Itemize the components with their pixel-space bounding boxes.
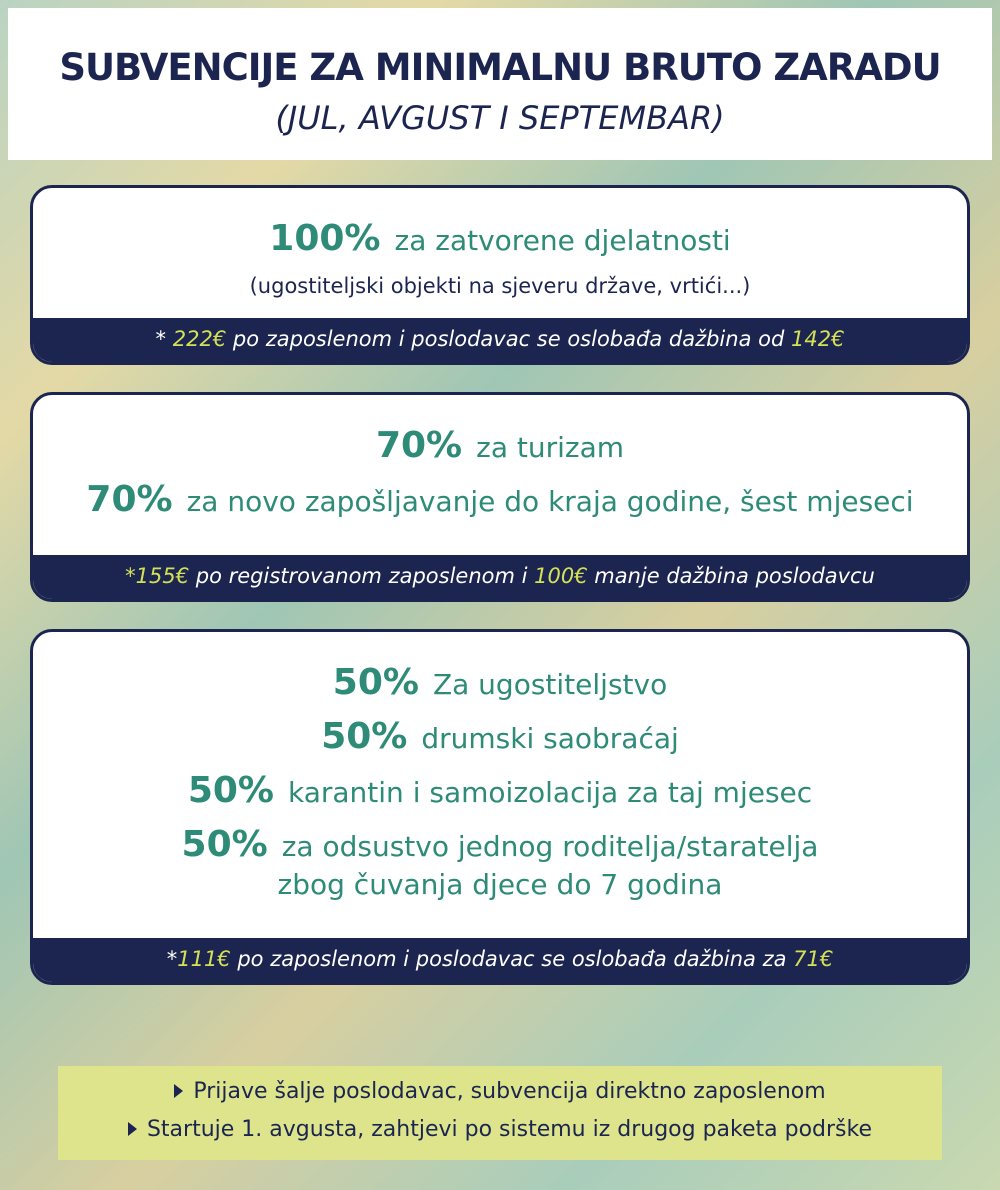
footer-line: Prijave šalje poslodavac, subvencija dir… <box>58 1079 942 1104</box>
note: * 222€ po zaposlenom i poslodavac se osl… <box>33 318 967 362</box>
percent: 70% <box>86 479 173 520</box>
boxes: 100% za zatvorene djelatnosti (ugostiteljs… <box>30 185 970 1012</box>
row-text: za turizam <box>476 431 625 464</box>
note-segment: * <box>125 564 136 588</box>
row-text: zbog čuvanja djece do 7 godina <box>277 868 723 901</box>
rows: 70% za turizam 70% za novo zapošljavanje do… <box>33 395 967 555</box>
rows: 100% za zatvorene djelatnosti (ugostiteljs… <box>33 188 967 318</box>
rows: 50% Za ugostiteljstvo 50% drumski saobraćaj… <box>33 632 967 938</box>
subtitle: (JUL, AVGUST I SEPTEMBAR) <box>275 99 725 137</box>
note-segment: * <box>155 327 173 351</box>
percent: 70% <box>375 425 463 466</box>
row: 50% za odsustvo jednog roditelja/staratel… <box>43 826 957 904</box>
row-text: drumski saobraćaj <box>421 722 679 755</box>
header: SUBVENCIJE ZA MINIMALNU BRUTO ZARADU (JU… <box>8 8 992 160</box>
row-text: za zatvorene djelatnosti <box>394 224 731 257</box>
percent: 50% <box>321 716 408 757</box>
row-text: Za ugostiteljstvo <box>432 668 668 701</box>
row-text: za novo zapošljavanje do kraja godine, š… <box>186 485 914 518</box>
subsidy-box: 50% Za ugostiteljstvo 50% drumski saobraćaj… <box>30 629 970 985</box>
footer: Prijave šalje poslodavac, subvencija dir… <box>58 1066 942 1160</box>
note: *111€ po zaposlenom i poslodavac se oslo… <box>33 938 967 982</box>
note-segment: po registrovanom zaposlenom i <box>189 564 535 588</box>
subsidy-box: 70% za turizam 70% za novo zapošljavanje do… <box>30 392 970 602</box>
percent: 100% <box>269 218 381 259</box>
row-text: karantin i samoizolacija za taj mjesec <box>288 776 813 809</box>
row-text: za odsustvo jednog roditelja/staratelja <box>281 830 819 863</box>
row: 70% za turizam <box>43 427 957 467</box>
note-segment: manje dažbina poslodavcu <box>587 564 875 588</box>
note-segment: 142€ <box>790 327 845 351</box>
title: SUBVENCIJE ZA MINIMALNU BRUTO ZARADU <box>59 46 941 89</box>
subtext: (ugostiteljski objekti na sjeveru države… <box>249 274 751 298</box>
row: 50% karantin i samoizolacija za taj mjese… <box>43 772 957 812</box>
row: 50% drumski saobraćaj <box>43 718 957 758</box>
row: 50% Za ugostiteljstvo <box>43 664 957 704</box>
note-segment: 155€ <box>135 564 190 588</box>
note-segment: * <box>166 947 178 971</box>
percent: 50% <box>332 662 419 703</box>
note-segment: 111€ <box>177 947 231 971</box>
note-segment: po zaposlenom i poslodavac se oslobađa d… <box>230 947 794 971</box>
note: *155€ po registrovanom zaposlenom i 100€… <box>33 555 967 599</box>
row: 70% za novo zapošljavanje do kraja godine… <box>43 481 957 521</box>
row: 100% za zatvorene djelatnosti <box>43 220 957 260</box>
footer-line: Startuje 1. avgusta, zahtjevi po sistemu… <box>58 1117 942 1142</box>
subsidy-box: 100% za zatvorene djelatnosti (ugostiteljs… <box>30 185 970 365</box>
note-segment: 222€ <box>172 327 227 351</box>
note-segment: 71€ <box>793 947 834 971</box>
percent: 50% <box>187 770 274 811</box>
note-segment: po zaposlenom i poslodavac se oslobađa d… <box>226 327 791 351</box>
percent: 50% <box>181 824 268 865</box>
note-segment: 100€ <box>534 564 588 588</box>
